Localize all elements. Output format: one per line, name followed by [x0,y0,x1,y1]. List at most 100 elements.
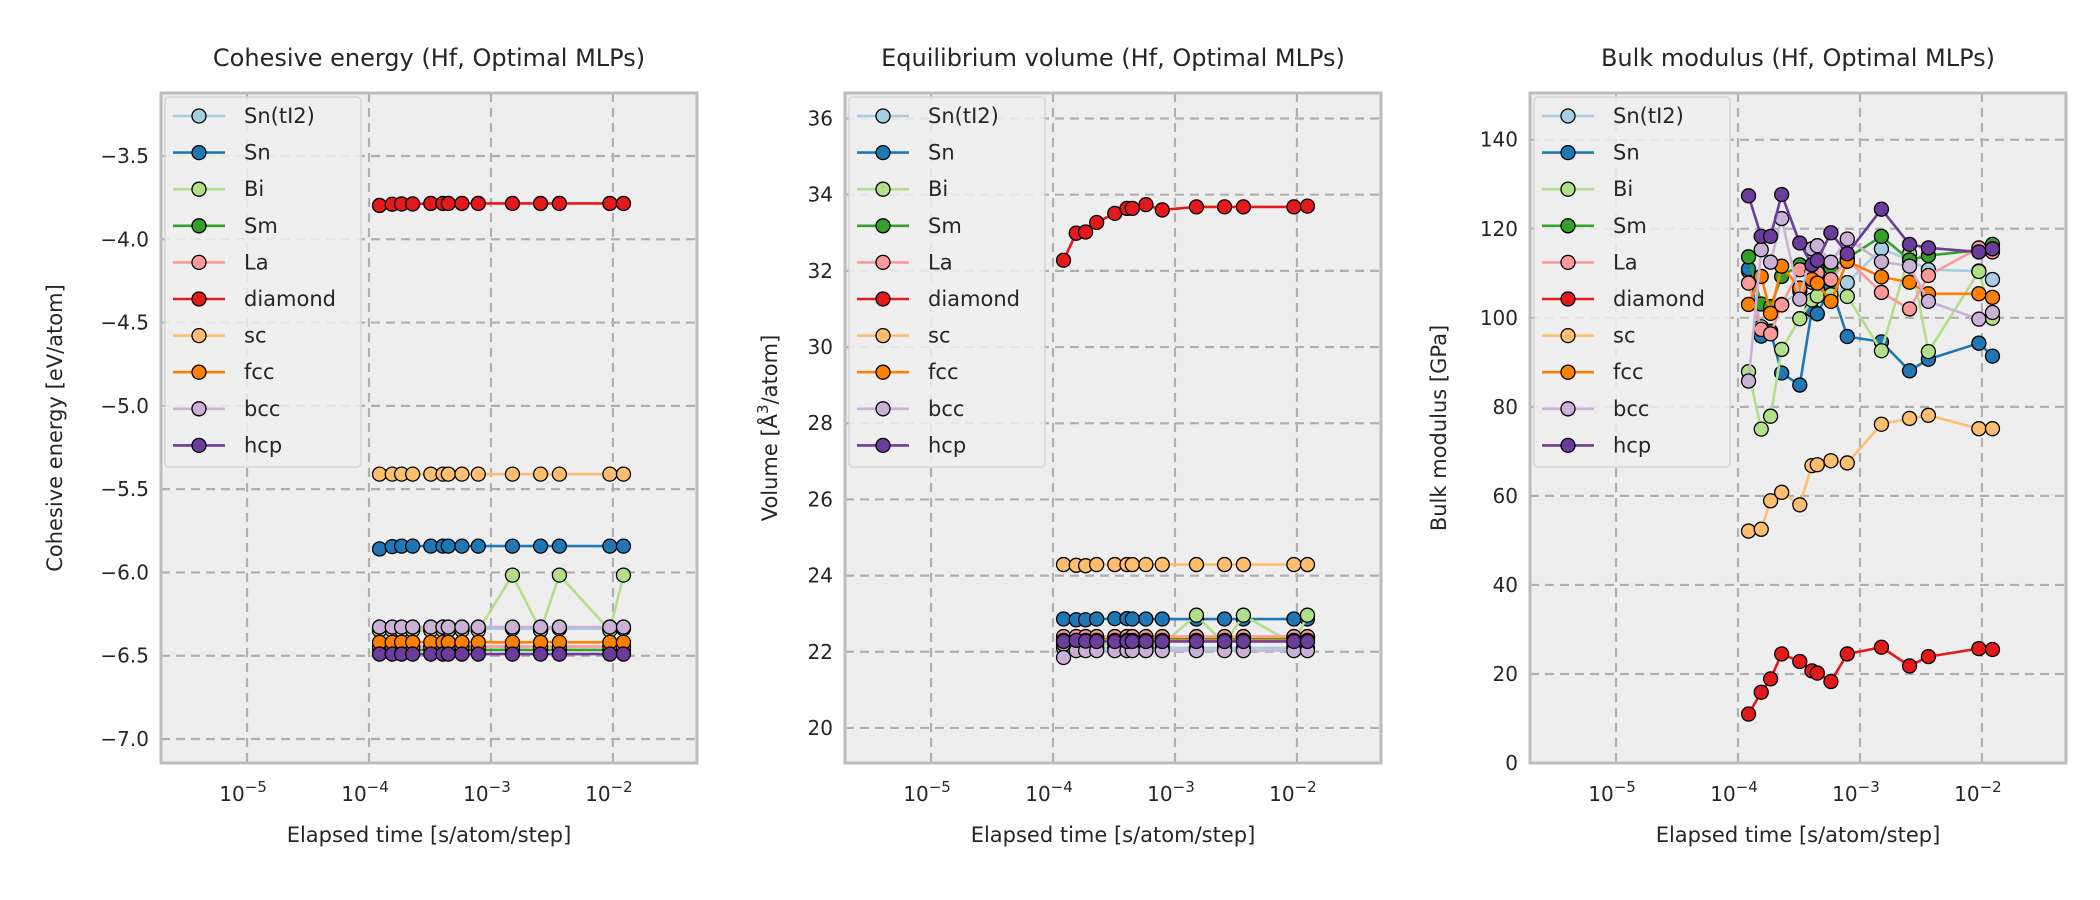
data-point [551,619,568,635]
data-point [440,646,456,662]
data-point [1901,274,1918,290]
data-point [1901,363,1918,379]
x-tick-label: 10−5 [1588,778,1636,806]
data-point [1138,633,1154,650]
x-tick-exponent: −2 [611,778,633,796]
data-point [1971,263,1987,280]
legend-label: sc [928,324,951,348]
data-point [1124,611,1140,627]
legend-item: diamond [1542,287,1705,311]
x-tick-label: 10−3 [1832,778,1880,806]
legend-item: Bi [173,177,264,201]
data-point [1873,284,1890,301]
series-sc [1055,556,1316,574]
data-point [1839,231,1855,247]
legend-marker [191,401,207,417]
data-point [1984,641,2001,658]
x-tick-label: 10−2 [1269,778,1317,806]
legend-label: Sn [928,141,955,165]
x-tick-label: 10−4 [1025,778,1073,806]
legend-item: Sn [857,141,955,165]
data-point [1971,311,1987,327]
data-point [454,619,470,635]
legend: Sn(tI2) Sn Bi Sm La diamond sc fcc bcc hcp [848,96,1046,468]
data-point [1920,240,1937,256]
y-tick-label: 20 [808,716,833,740]
data-point [371,466,388,482]
data-point [1740,523,1757,539]
y-tick-label: 120 [1480,217,1518,241]
data-point [1235,607,1252,623]
data-point [1809,665,1825,681]
y-tick-label: 28 [808,411,833,435]
legend-label: diamond [928,287,1020,311]
data-point [615,646,632,662]
data-point [1839,646,1855,662]
data-point [1055,611,1072,627]
data-point [405,619,421,635]
data-point [1055,252,1072,268]
legend-label: sc [1613,324,1636,348]
data-point [1971,421,1987,437]
x-axis-label: Elapsed time [s/atom/step] [1656,823,1941,847]
y-axis-label: Cohesive energy [eV/atom] [43,284,67,572]
data-point [1873,269,1890,285]
y-tick-label: 80 [1493,395,1518,419]
data-point [1235,556,1252,573]
data-point [1984,289,2001,305]
data-point [1216,556,1233,573]
legend-item: Bi [1542,177,1633,201]
legend-label: Sm [928,214,962,238]
axes-frame [1528,91,2068,765]
axes-frame [159,91,699,765]
series-sc [1740,407,2001,539]
data-point [1839,328,1855,345]
legend-marker [1560,218,1576,234]
data-point [1920,267,1937,284]
data-point [1753,684,1769,700]
data-point [551,646,568,662]
x-tick-exponent: −3 [489,778,511,796]
data-point [1920,407,1937,423]
ylabel-unit: Å [756,413,782,428]
y-tick-label: −5.5 [100,477,149,501]
data-point [1188,633,1205,650]
data-point [1055,633,1072,650]
data-point [504,195,521,212]
x-tick-label: 10−2 [1954,778,2002,806]
data-point [371,619,388,635]
legend-item: Sn [1542,141,1640,165]
data-point [1740,296,1757,313]
legend-marker [191,327,207,344]
data-point [1762,493,1779,509]
x-tick-base: 10 [1269,782,1294,806]
data-point [1984,304,2001,321]
data-point [470,538,486,554]
data-point [440,466,456,482]
legend-item: Sm [173,214,278,238]
legend: Sn(tI2) Sn Bi Sm La diamond sc fcc bcc hcp [164,96,362,468]
legend-marker [875,364,891,380]
legend-label: Sn(tI2) [928,104,999,128]
data-point [1124,556,1140,573]
y-tick-label: −3.5 [100,144,149,168]
legend-marker [191,254,207,271]
legend-item: Sn(tI2) [1542,104,1684,128]
x-tick-base: 10 [341,782,366,806]
data-point [551,195,568,212]
data-point [1762,408,1779,424]
legend-item: fcc [173,360,275,384]
y-tick-label: 22 [808,640,833,664]
series-sc [371,466,632,482]
legend-marker [1560,401,1576,417]
legend-label: hcp [1613,433,1651,457]
x-tick-exponent: −3 [1173,778,1195,796]
data-point [602,619,618,635]
y-axis-label: Bulk modulus [GPa] [1427,325,1451,531]
legend-item: sc [173,324,267,348]
series-sn [371,538,632,557]
data-point [1154,611,1170,627]
y-tick-label: 100 [1480,306,1518,330]
axes-frame [843,91,1383,765]
data-point [1792,497,1808,513]
